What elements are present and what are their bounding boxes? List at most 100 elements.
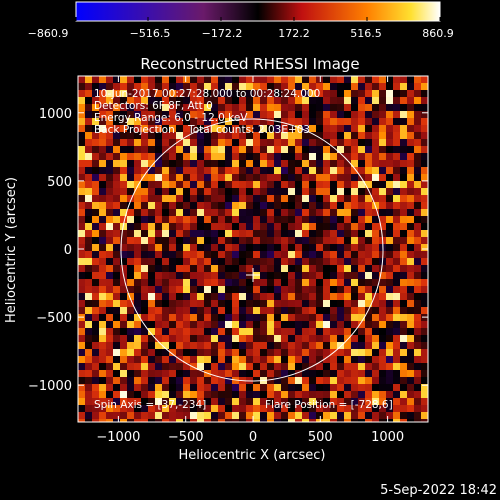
heatmap-cell [386, 132, 393, 139]
heatmap-cell [134, 195, 141, 202]
heatmap-cell [365, 90, 372, 97]
heatmap-cell [155, 398, 162, 405]
heatmap-cell [183, 90, 190, 97]
heatmap-cell [407, 412, 414, 419]
heatmap-cell [148, 328, 155, 335]
heatmap-cell [281, 139, 288, 146]
heatmap-cell [400, 377, 407, 384]
heatmap-cell [246, 265, 253, 272]
heatmap-cell [400, 335, 407, 342]
heatmap-cell [134, 160, 141, 167]
heatmap-cell [393, 223, 400, 230]
heatmap-cell [113, 97, 120, 104]
heatmap-cell [169, 328, 176, 335]
heatmap-cell [134, 111, 141, 118]
heatmap-cell [421, 237, 428, 244]
heatmap-cell [407, 202, 414, 209]
heatmap-cell [148, 209, 155, 216]
heatmap-cell [176, 398, 183, 405]
heatmap-cell [400, 223, 407, 230]
heatmap-cell [358, 328, 365, 335]
heatmap-cell [393, 125, 400, 132]
heatmap-cell [288, 244, 295, 251]
heatmap-cell [393, 153, 400, 160]
heatmap-cell [386, 391, 393, 398]
heatmap-cell [288, 104, 295, 111]
heatmap-cell [162, 146, 169, 153]
heatmap-cell [120, 377, 127, 384]
heatmap-cell [218, 118, 225, 125]
heatmap-cell [239, 76, 246, 83]
heatmap-cell [386, 412, 393, 419]
heatmap-cell [127, 188, 134, 195]
heatmap-cell [274, 251, 281, 258]
heatmap-cell [393, 174, 400, 181]
heatmap-cell [169, 307, 176, 314]
heatmap-cell [407, 104, 414, 111]
heatmap-cell [281, 118, 288, 125]
heatmap-cell [337, 349, 344, 356]
heatmap-cell [253, 321, 260, 328]
heatmap-cell [232, 342, 239, 349]
heatmap-cell [281, 265, 288, 272]
heatmap-cell [379, 265, 386, 272]
heatmap-cell [337, 419, 344, 422]
heatmap-cell [302, 146, 309, 153]
heatmap-cell [204, 90, 211, 97]
heatmap-cell [120, 335, 127, 342]
heatmap-cell [127, 139, 134, 146]
heatmap-cell [400, 76, 407, 83]
heatmap-cell [351, 188, 358, 195]
heatmap-cell [351, 244, 358, 251]
heatmap-cell [162, 419, 169, 422]
heatmap-cell [211, 139, 218, 146]
heatmap-cell [148, 188, 155, 195]
heatmap-cell [337, 405, 344, 412]
heatmap-cell [365, 300, 372, 307]
heatmap-cell [120, 104, 127, 111]
heatmap-cell [274, 356, 281, 363]
heatmap-cell [288, 377, 295, 384]
heatmap-cell [106, 188, 113, 195]
heatmap-cell [316, 118, 323, 125]
heatmap-cell [85, 223, 92, 230]
heatmap-cell [351, 160, 358, 167]
heatmap-cell [267, 391, 274, 398]
heatmap-cell [169, 188, 176, 195]
heatmap-cell [183, 265, 190, 272]
heatmap-cell [274, 377, 281, 384]
heatmap-cell [211, 419, 218, 422]
heatmap-cell [281, 167, 288, 174]
heatmap-cell [316, 188, 323, 195]
heatmap-cell [323, 279, 330, 286]
heatmap-cell [323, 349, 330, 356]
heatmap-cell [253, 139, 260, 146]
heatmap-cell [190, 188, 197, 195]
heatmap-cell [337, 237, 344, 244]
heatmap-cell [260, 188, 267, 195]
heatmap-cell [281, 251, 288, 258]
heatmap-cell [85, 230, 92, 237]
heatmap-cell [344, 153, 351, 160]
heatmap-cell [106, 244, 113, 251]
heatmap-cell [92, 139, 99, 146]
heatmap-cell [379, 342, 386, 349]
heatmap-cell [246, 279, 253, 286]
heatmap-cell [274, 97, 281, 104]
heatmap-cell [386, 265, 393, 272]
heatmap-cell [414, 146, 421, 153]
heatmap-cell [358, 97, 365, 104]
heatmap-cell [372, 286, 379, 293]
heatmap-cell [330, 307, 337, 314]
heatmap-cell [134, 342, 141, 349]
heatmap-cell [421, 398, 428, 405]
heatmap-cell [155, 251, 162, 258]
heatmap-cell [190, 363, 197, 370]
heatmap-cell [386, 363, 393, 370]
heatmap-cell [162, 377, 169, 384]
heatmap-cell [400, 97, 407, 104]
heatmap-cell [197, 83, 204, 90]
heatmap-cell [85, 118, 92, 125]
heatmap-cell [337, 356, 344, 363]
heatmap-cell [120, 90, 127, 97]
